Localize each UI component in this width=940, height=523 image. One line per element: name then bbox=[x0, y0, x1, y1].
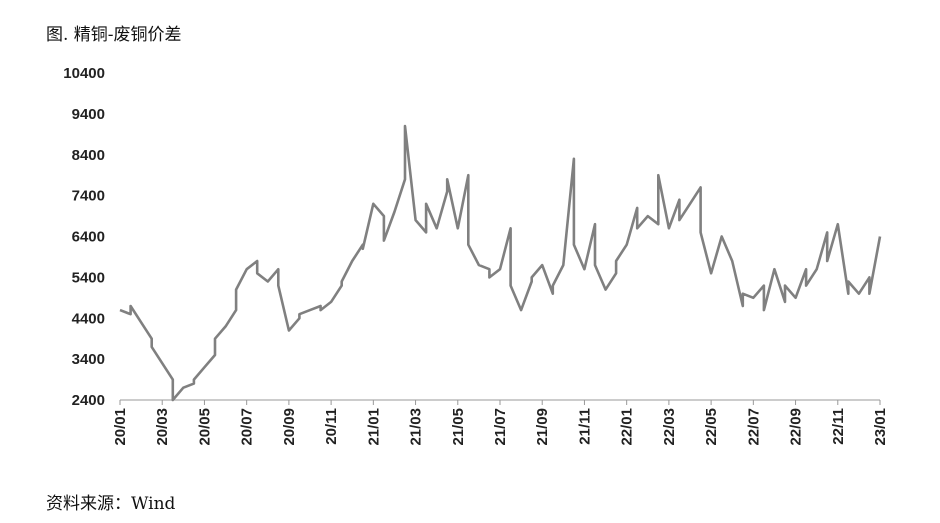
y-tick-label: 7400 bbox=[72, 188, 105, 205]
series-line bbox=[119, 124, 882, 402]
y-tick-label: 3400 bbox=[72, 351, 105, 368]
x-tick-label: 20/11 bbox=[323, 408, 340, 445]
x-tick-label: 22/07 bbox=[745, 408, 762, 446]
y-tick-label: 10400 bbox=[63, 65, 105, 82]
x-tick-label: 20/05 bbox=[196, 408, 213, 446]
x-tick-label: 22/05 bbox=[703, 408, 720, 446]
source-note: 资料来源：Wind bbox=[46, 494, 176, 514]
x-tick-label: 21/09 bbox=[534, 408, 551, 446]
x-tick-label: 20/09 bbox=[281, 408, 298, 446]
x-tick-label: 22/03 bbox=[661, 408, 678, 446]
x-tick-label: 21/01 bbox=[365, 408, 382, 446]
y-tick-label: 2400 bbox=[72, 392, 105, 409]
x-tick-label: 22/01 bbox=[619, 408, 636, 446]
x-tick-label: 21/07 bbox=[492, 408, 509, 446]
x-tick-label: 20/03 bbox=[154, 408, 171, 446]
x-tick-label: 22/11 bbox=[830, 408, 847, 445]
x-tick-label: 20/07 bbox=[239, 408, 256, 446]
x-axis bbox=[119, 399, 881, 405]
x-tick-label: 21/05 bbox=[450, 408, 467, 446]
x-tick-label: 22/09 bbox=[788, 408, 805, 446]
x-tick-label: 21/03 bbox=[408, 408, 425, 446]
y-tick-label: 5400 bbox=[72, 269, 105, 286]
x-tick-label: 20/01 bbox=[112, 408, 129, 446]
y-axis-tick-labels: 10400 9400 8400 7400 6400 5400 4400 3400 2400 bbox=[63, 65, 105, 409]
x-tick-label: 23/01 bbox=[872, 408, 889, 446]
y-tick-label: 6400 bbox=[72, 229, 105, 246]
x-axis-tick-labels: 20/01 20/03 20/05 20/07 20/09 20/11 21/01 21/03… bbox=[112, 408, 889, 446]
chart-title: 图. 精铜-废铜价差 bbox=[46, 25, 182, 45]
y-tick-label: 9400 bbox=[72, 106, 105, 123]
series-lines bbox=[119, 124, 882, 402]
y-tick-label: 8400 bbox=[72, 147, 105, 164]
y-tick-label: 4400 bbox=[72, 310, 105, 327]
x-tick-label: 21/11 bbox=[576, 408, 593, 445]
